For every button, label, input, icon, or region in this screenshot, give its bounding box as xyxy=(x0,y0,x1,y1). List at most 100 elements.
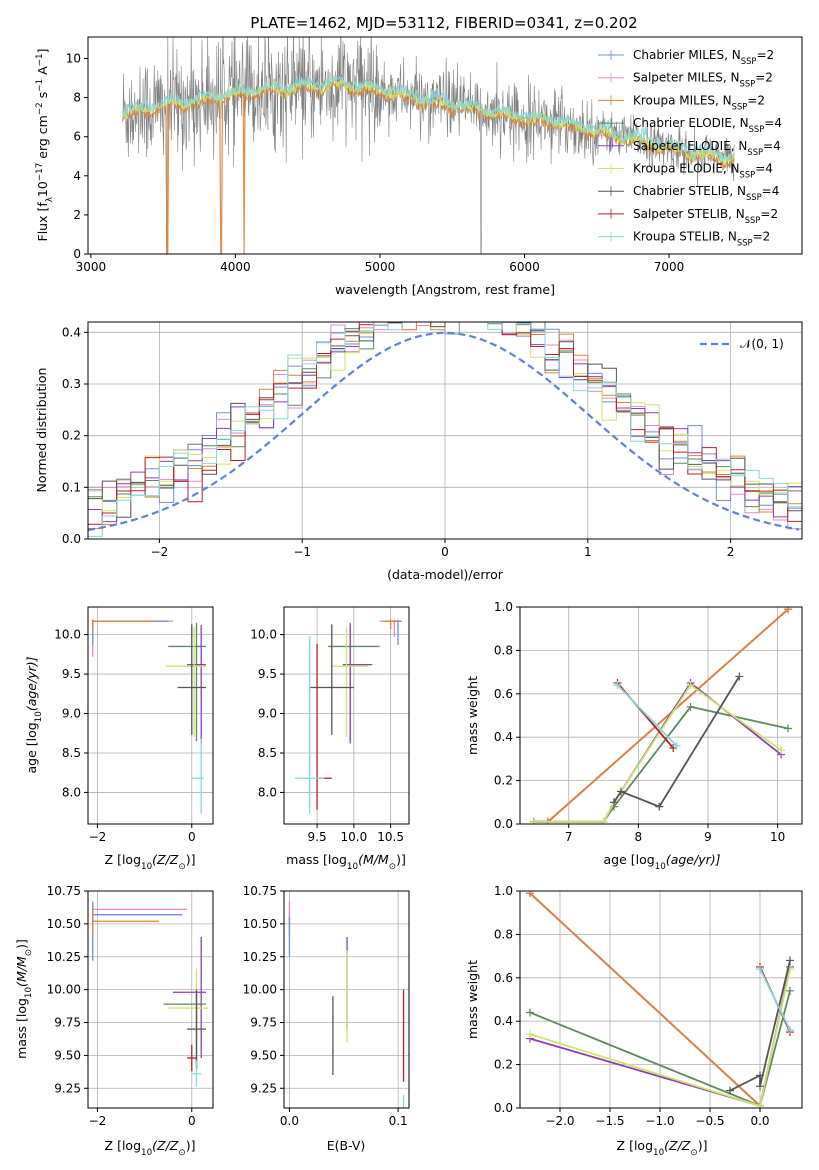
x-tick-label: 0 xyxy=(188,1114,196,1128)
legend-label-part: Chabrier ELODIE, N xyxy=(633,116,749,130)
y-tick-label: 10.0 xyxy=(54,628,81,642)
x-axis-label-part: )] xyxy=(698,1138,708,1153)
y-tick-label: 8.5 xyxy=(62,746,81,760)
y-tick-label: 0.0 xyxy=(494,1101,513,1115)
x-tick-label: 10 xyxy=(770,830,785,844)
mass_vs_ebv-frame xyxy=(283,890,410,1109)
y-tick-label: 0.2 xyxy=(494,1058,513,1072)
y-tick-label: 6 xyxy=(73,130,81,144)
legend-label: Salpeter ELODIE, NSSP=4 xyxy=(633,139,781,157)
x-axis-label-part: Z [log xyxy=(105,852,141,867)
y-axis-label: Flux [fλ10−17 erg cm−2 s−1 A−1] xyxy=(35,49,55,242)
legend-label: Salpeter MILES, NSSP=2 xyxy=(633,71,773,89)
hist-salpeter_stelib xyxy=(88,322,802,525)
x-axis-label-part: age [log xyxy=(603,852,654,867)
x-axis-label: mass [log10(M/M⊙)] xyxy=(286,852,406,872)
age_vs_Z-plot xyxy=(92,619,206,814)
y-tick-label: 8 xyxy=(73,91,81,105)
x-axis-label-part: ⊙ xyxy=(178,862,185,872)
series-point xyxy=(726,1086,734,1095)
y-tick-label: 0.6 xyxy=(494,687,513,701)
y-axis-label-part: A xyxy=(35,66,50,79)
y-axis-label-part: ] xyxy=(35,49,50,54)
x-axis-label-part: 10 xyxy=(141,862,152,872)
x-axis-label: Z [log10(Z/Z⊙)] xyxy=(105,1138,196,1158)
residuals-axes xyxy=(88,322,802,540)
series-point xyxy=(526,1030,534,1039)
legend-label-part: Chabrier STELIB, N xyxy=(633,184,746,198)
hist-salpeter_miles xyxy=(88,322,802,530)
legend-label-part: Salpeter MILES, N xyxy=(633,71,740,85)
y-tick-label: 10.00 xyxy=(47,983,81,997)
y-axis-label-part: s xyxy=(35,92,50,103)
x-tick-label: 10.5 xyxy=(377,830,404,844)
legend-label-part: =4 xyxy=(764,116,782,130)
spectrum-frame xyxy=(87,36,803,255)
hist-chabrier_stelib xyxy=(88,322,802,518)
series-point xyxy=(784,607,793,614)
y-tick-label: 8.0 xyxy=(258,785,277,799)
chart-title: PLATE=1462, MJD=53112, FIBERID=0341, z=0… xyxy=(250,14,637,32)
x-tick-label: 9 xyxy=(704,830,712,844)
x-axis-label-part: )] xyxy=(186,852,196,867)
x-axis-label: (data-model)/error xyxy=(387,567,504,582)
x-tick-label: 7 xyxy=(565,830,573,844)
residuals-plot xyxy=(88,322,802,537)
legend-label: Salpeter STELIB, NSSP=2 xyxy=(633,207,778,225)
mass_vs_Z-frame xyxy=(87,890,214,1109)
x-axis-label: wavelength [Angstrom, rest frame] xyxy=(335,282,555,297)
x-axis-label-part: Z [log xyxy=(617,1138,653,1153)
series-point xyxy=(786,1025,794,1034)
legend-label: Kroupa ELODIE, NSSP=4 xyxy=(633,162,773,180)
x-tick-label: 10.0 xyxy=(340,830,367,844)
age_vs_mass-frame xyxy=(283,606,410,825)
series-point xyxy=(526,891,534,898)
legend-label-part: =2 xyxy=(755,71,773,85)
series-point xyxy=(672,741,681,750)
y-tick-label: 9.50 xyxy=(250,1048,277,1062)
y-tick-label: 10.0 xyxy=(250,628,277,642)
legend-label-part: SSP xyxy=(740,170,756,180)
y-tick-label: 9.0 xyxy=(258,707,277,721)
series-point xyxy=(526,1008,534,1017)
x-tick-label: 8 xyxy=(635,830,643,844)
age_vs_Z-frame xyxy=(87,606,214,825)
x-tick-label: −2 xyxy=(89,830,107,844)
y-axis-label: age [log10(age/yr)] xyxy=(24,656,44,773)
x-tick-label: −2.0 xyxy=(545,1114,574,1128)
legend-label-part: Salpeter STELIB, N xyxy=(633,207,745,221)
y-axis-label-part: erg cm xyxy=(35,115,50,163)
y-tick-label: 0.2 xyxy=(494,774,513,788)
legend-label-part: Chabrier MILES, N xyxy=(633,48,741,62)
y-tick-label: 9.50 xyxy=(54,1048,81,1062)
y-tick-label: 10.50 xyxy=(47,917,81,931)
y-axis-label-part: λ xyxy=(45,197,55,202)
x-axis-label: E(B-V) xyxy=(327,1138,366,1153)
legend-label-part: SSP xyxy=(745,215,761,225)
x-tick-label: 1 xyxy=(584,545,592,559)
x-tick-label: 6000 xyxy=(509,260,540,274)
x-axis-label: age [log10(age/yr)] xyxy=(603,852,720,872)
legend-label: 𝒩(0, 1) xyxy=(740,337,784,351)
x-axis-label-part: )] xyxy=(186,1138,196,1153)
legend-label-part: =2 xyxy=(760,207,778,221)
series-point xyxy=(735,672,744,681)
x-axis-label-part: (Z/Z xyxy=(152,1138,179,1153)
y-axis-label: mass weight xyxy=(465,676,480,755)
mass_vs_ebv-plot xyxy=(288,901,405,1108)
y-tick-label: 1.0 xyxy=(494,600,513,614)
y-tick-label: 0.4 xyxy=(62,325,81,339)
x-tick-label: 0 xyxy=(188,830,196,844)
series-line-kroupa_miles xyxy=(529,892,761,1107)
y-tick-label: 9.25 xyxy=(250,1081,277,1095)
series-point xyxy=(756,965,764,974)
x-tick-label: −2 xyxy=(151,545,169,559)
x-axis-label: Z [log10(Z/Z⊙)] xyxy=(617,1138,708,1158)
series-line-salpeter_miles xyxy=(533,608,789,823)
x-axis-label-part: (age/yr)] xyxy=(666,852,721,867)
hist-chabrier_elodie xyxy=(88,322,802,508)
weight_vs_age-axes xyxy=(520,606,802,825)
series-point xyxy=(610,798,618,807)
legend-label: Kroupa MILES, NSSP=2 xyxy=(633,93,765,111)
y-tick-label: 0.2 xyxy=(62,429,81,443)
